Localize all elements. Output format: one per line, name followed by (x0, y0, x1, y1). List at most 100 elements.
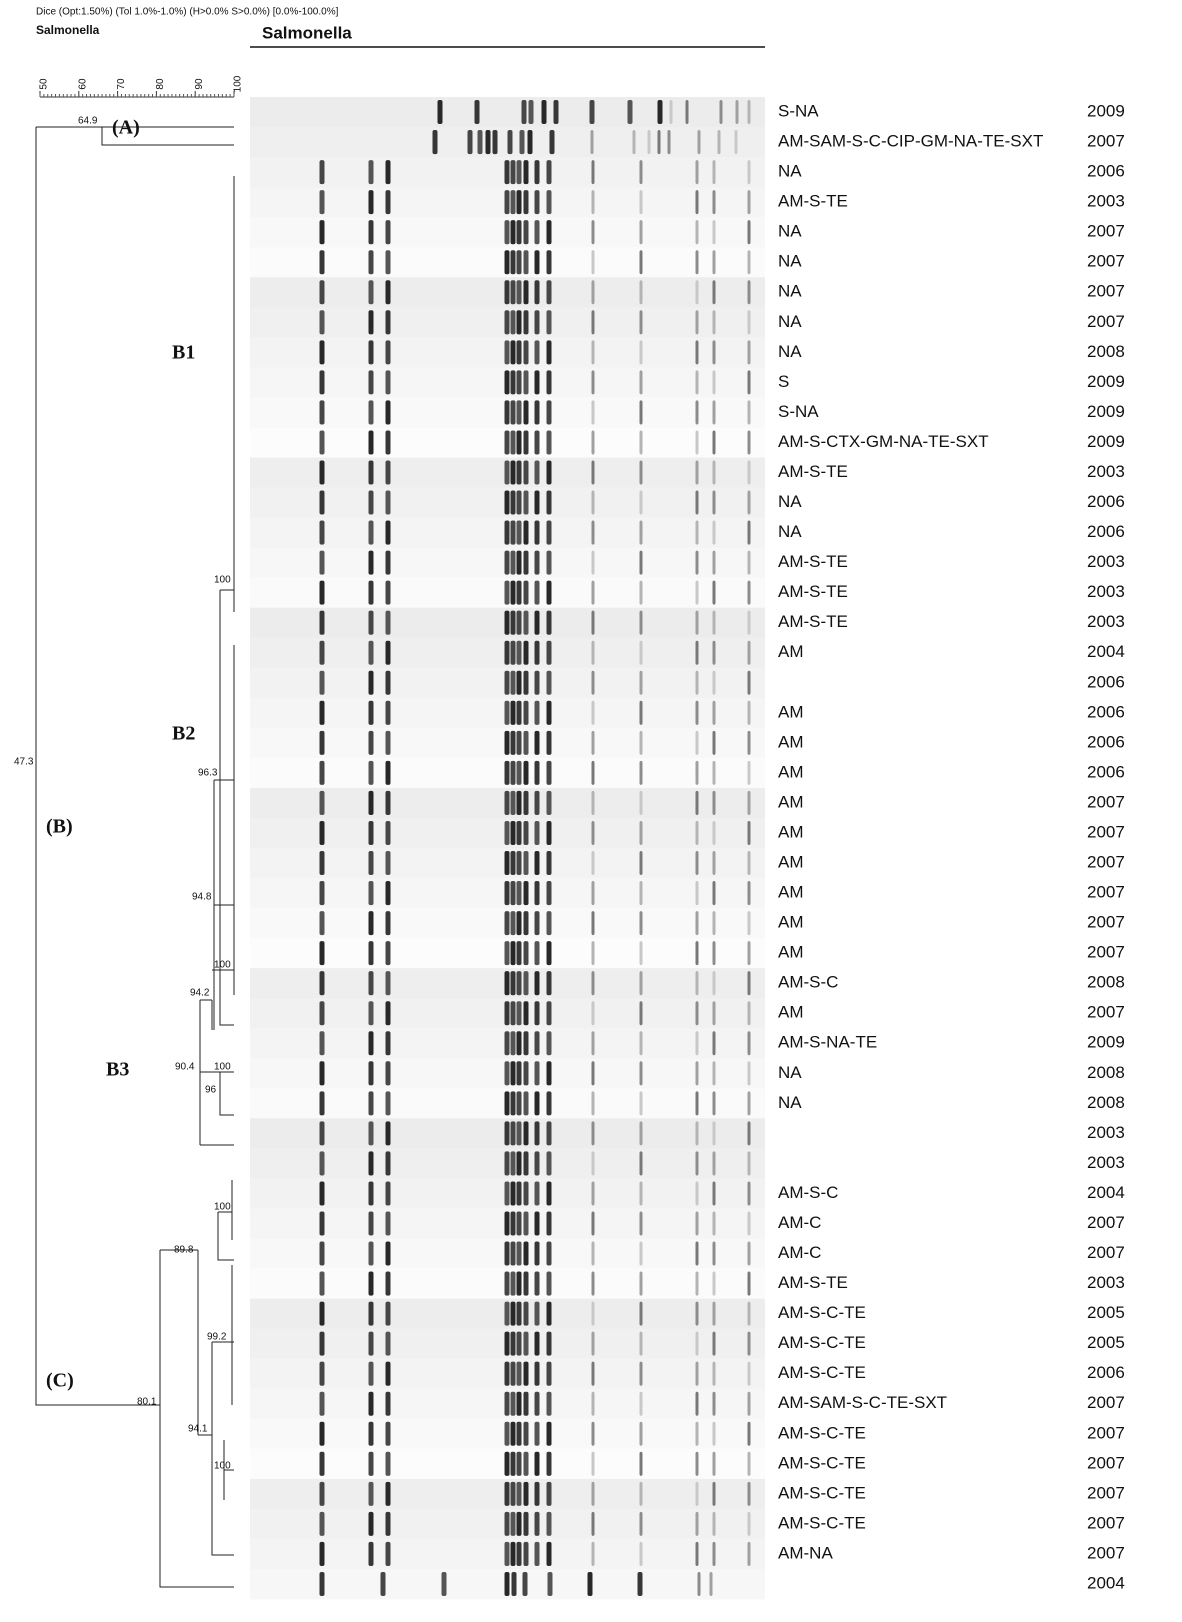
gel-band (511, 1061, 516, 1085)
gel-band (369, 1121, 374, 1145)
gel-band (535, 250, 540, 274)
gel-band (320, 1211, 325, 1235)
gel-band (640, 881, 643, 905)
gel-band (713, 1211, 716, 1235)
gel-band (640, 220, 643, 244)
scale-tick-label: 70 (116, 78, 127, 90)
gel-band (696, 430, 699, 454)
gel-band (748, 1091, 751, 1115)
gel-band (386, 1302, 391, 1326)
gel-band (748, 1302, 751, 1326)
gel-band (505, 911, 510, 935)
node-similarity: 100 (214, 1202, 231, 1213)
gel-band (517, 821, 522, 845)
gel-band (547, 400, 552, 424)
gel-band (748, 460, 751, 484)
gel-band (592, 1031, 595, 1055)
gel-band (592, 731, 595, 755)
gel-band (748, 1031, 751, 1055)
gel-band (736, 100, 739, 124)
gel-band (517, 581, 522, 605)
gel-band (505, 1001, 510, 1025)
gel-band (748, 491, 751, 515)
gel-band (320, 400, 325, 424)
gel-band (505, 821, 510, 845)
gel-band (386, 190, 391, 214)
gel-band (640, 1181, 643, 1205)
gel-band (748, 1452, 751, 1476)
gel-band (535, 641, 540, 665)
gel-band (511, 310, 516, 334)
gel-band (517, 310, 522, 334)
gel-band (386, 1001, 391, 1025)
gel-band (517, 491, 522, 515)
gel-band (535, 1091, 540, 1115)
gel-band (517, 1272, 522, 1296)
gel-band (592, 701, 595, 725)
gel-band (640, 1302, 643, 1326)
gel-band (511, 250, 516, 274)
resistance-profile: AM-S-TE (778, 462, 848, 481)
gel-band (386, 460, 391, 484)
gel-band (547, 1061, 552, 1085)
gel-band (696, 190, 699, 214)
year: 2004 (1087, 1183, 1125, 1202)
gel-band (748, 761, 751, 785)
year: 2006 (1087, 732, 1125, 751)
gel-band (524, 671, 529, 695)
gel-band (505, 1061, 510, 1085)
resistance-profile: AM-S-TE (778, 552, 848, 571)
gel-band (535, 1151, 540, 1175)
gel-band (535, 160, 540, 184)
gel-band (320, 581, 325, 605)
gel-band (505, 731, 510, 755)
gel-band (592, 491, 595, 515)
gel-band (713, 1332, 716, 1356)
gel-band (369, 611, 374, 635)
gel-band (592, 310, 595, 334)
resistance-profile: AM-SAM-S-C-TE-SXT (778, 1393, 947, 1412)
gel-band (517, 1542, 522, 1566)
gel-band (320, 611, 325, 635)
gel-band (320, 1242, 325, 1266)
year: 2007 (1087, 883, 1125, 902)
gel-band (696, 310, 699, 334)
gel-band (640, 851, 643, 875)
gel-band (369, 1181, 374, 1205)
gel-band (713, 1512, 716, 1536)
gel-band (547, 1332, 552, 1356)
gel-band (517, 160, 522, 184)
gel-band (713, 551, 716, 575)
gel-band (369, 941, 374, 965)
gel-band (696, 851, 699, 875)
gel-band (713, 400, 716, 424)
gel-band (505, 941, 510, 965)
gel-band (369, 971, 374, 995)
gel-band (386, 551, 391, 575)
gel-band (320, 671, 325, 695)
gel-band (713, 160, 716, 184)
node-similarity: 94.2 (190, 988, 210, 999)
gel-band (696, 491, 699, 515)
gel-band (547, 671, 552, 695)
gel-band (696, 1332, 699, 1356)
gel-band (505, 641, 510, 665)
gel-band (640, 280, 643, 304)
gel-band (386, 220, 391, 244)
gel-band (713, 1392, 716, 1416)
gel-band (517, 611, 522, 635)
gel-band (640, 1031, 643, 1055)
gel-band (369, 400, 374, 424)
gel-band (535, 941, 540, 965)
gel-band (710, 1572, 713, 1596)
gel-band (713, 310, 716, 334)
gel-band (320, 1272, 325, 1296)
year: 2007 (1087, 1393, 1125, 1412)
gel-band (547, 1031, 552, 1055)
gel-band (369, 1332, 374, 1356)
gel-band (713, 1091, 716, 1115)
gel-band (696, 1001, 699, 1025)
gel-band (517, 370, 522, 394)
gel-band (524, 1031, 529, 1055)
gel-band (524, 1181, 529, 1205)
